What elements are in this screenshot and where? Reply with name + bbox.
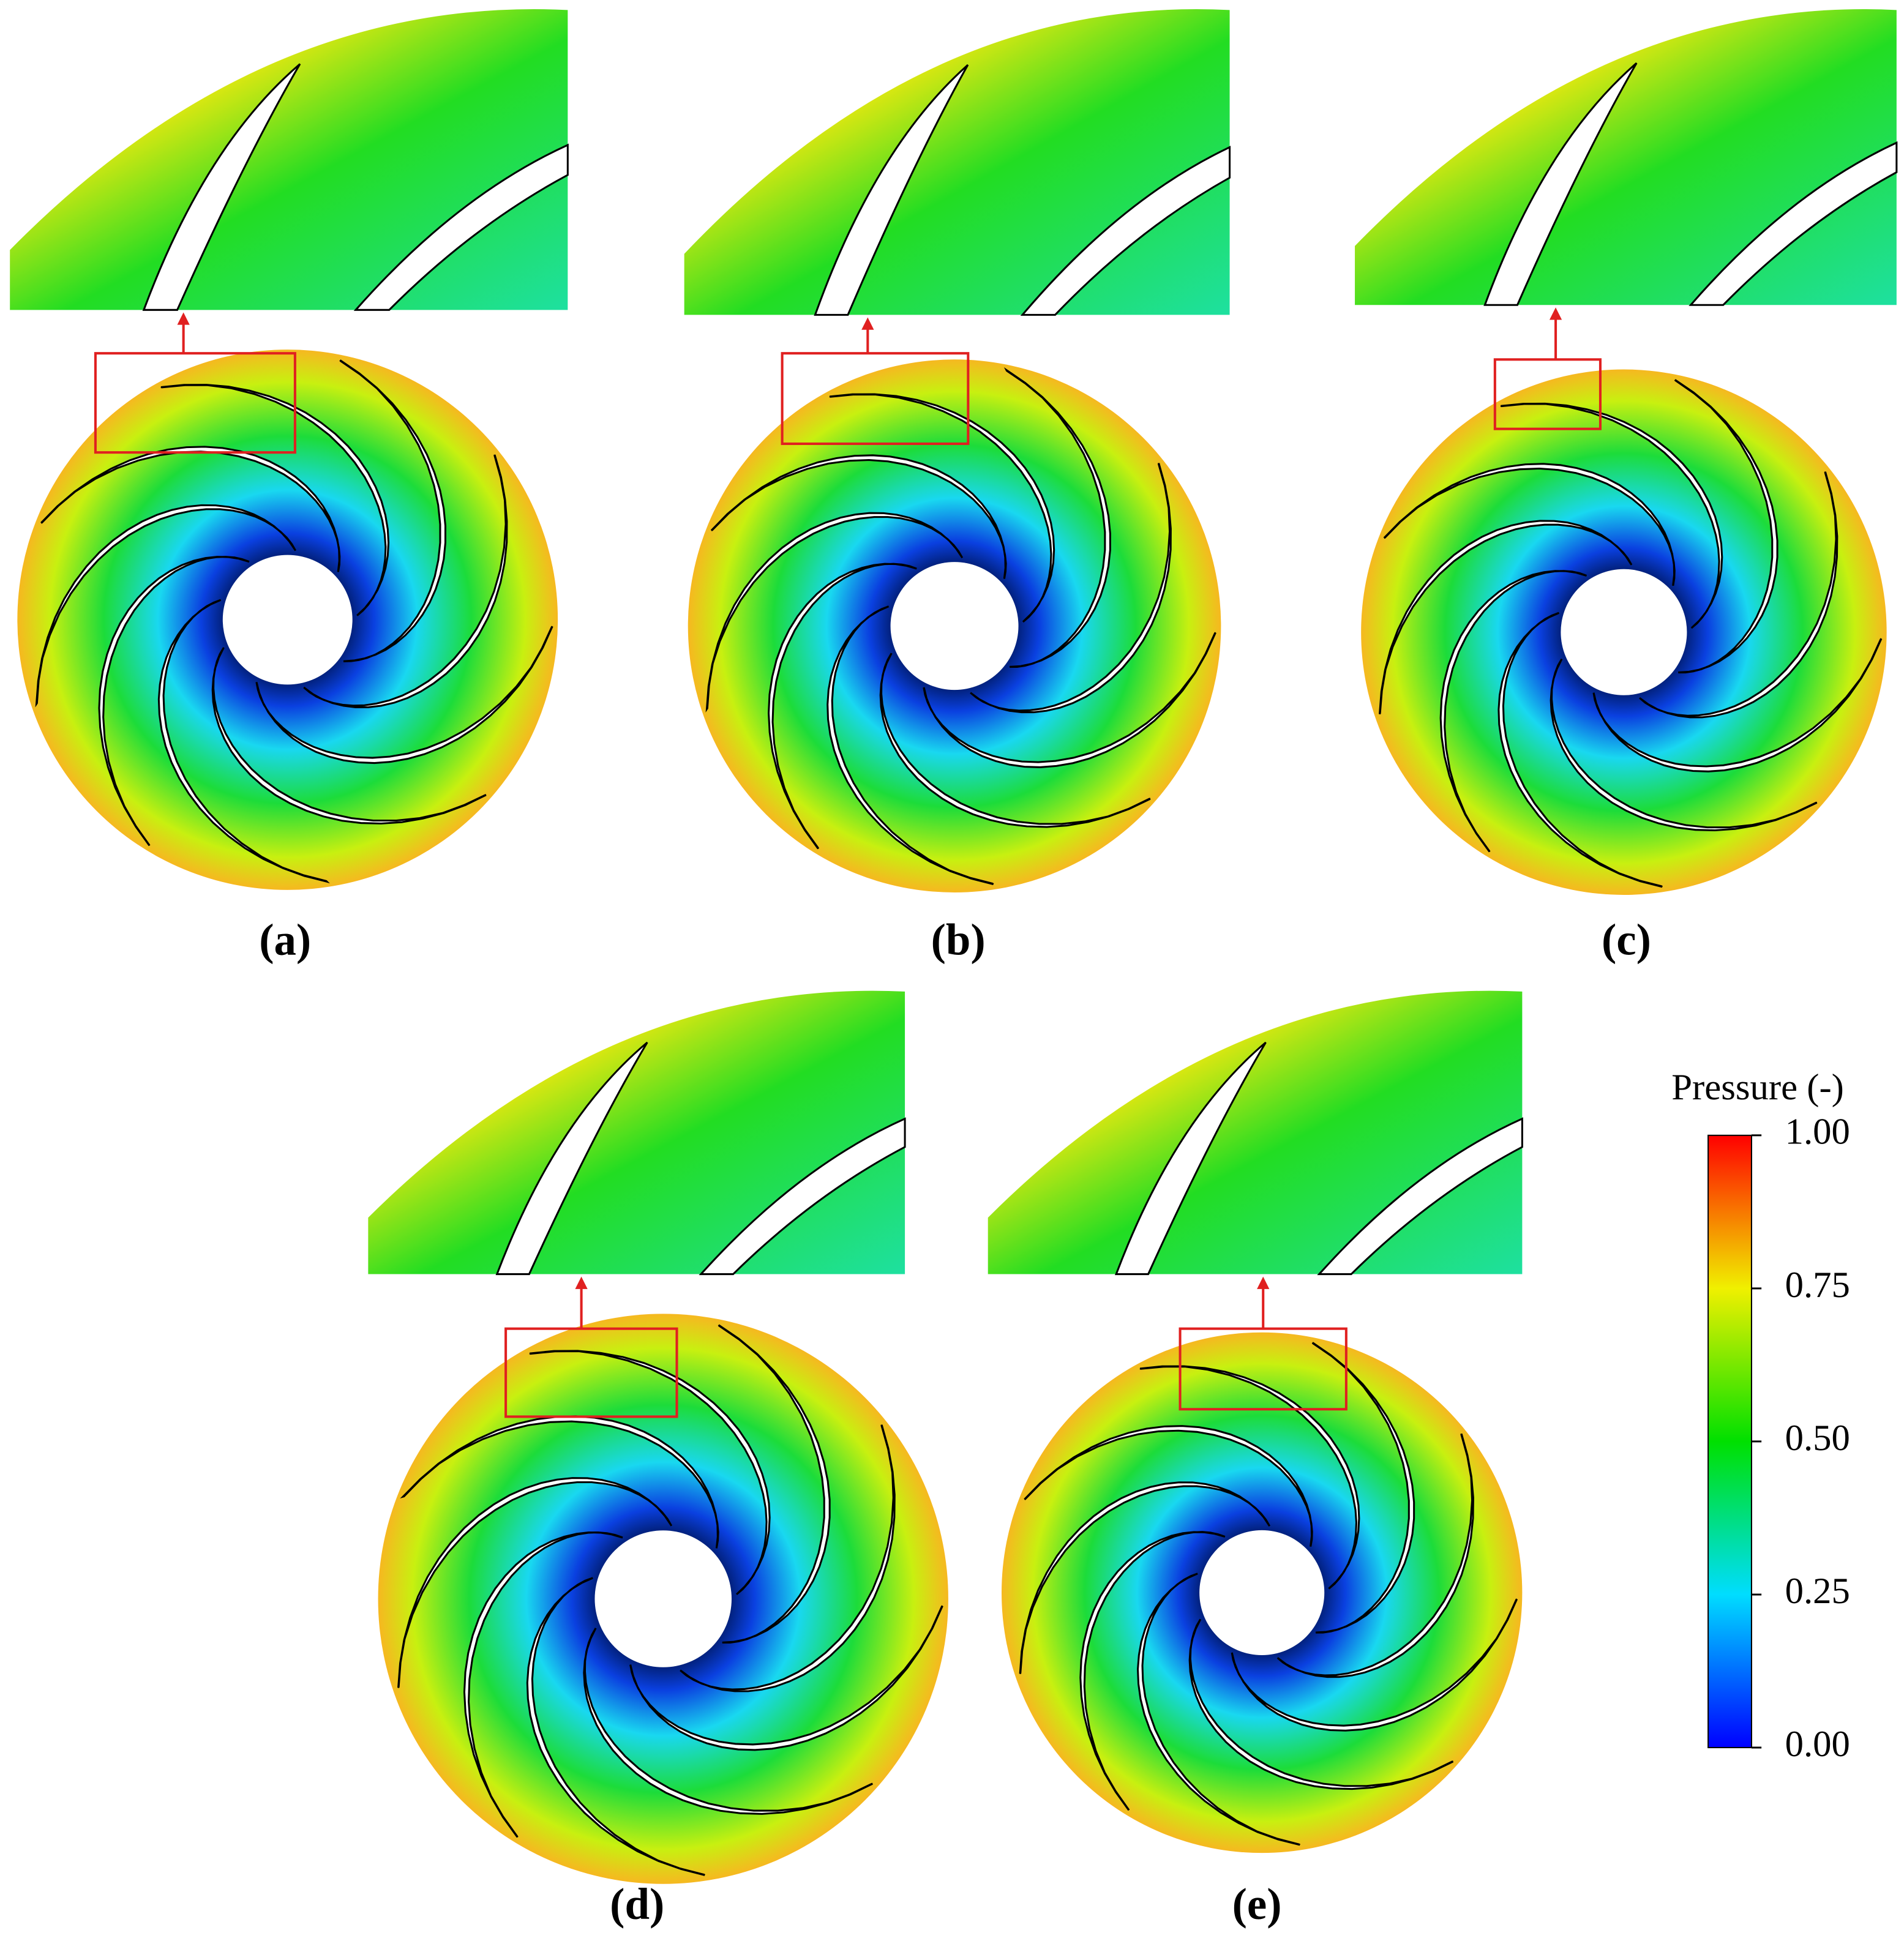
zoom-blade [495,1041,648,1276]
zoom-blade [814,64,969,316]
zoom-blade [353,143,569,311]
colorbar-tick-label: 1.00 [1785,1112,1850,1153]
blade [1674,379,1778,674]
blade [680,1424,896,1692]
colorbar-tick-label: 0.00 [1785,1724,1850,1765]
blade [583,1628,873,1815]
zoom-inset [10,9,568,310]
blade [1024,1425,1313,1547]
zoom-inset [368,990,905,1274]
blade [1497,611,1663,888]
hub [594,1530,732,1667]
zoom-arrowhead [861,317,874,330]
blade [463,1531,623,1838]
blade [923,632,1216,768]
zoom-box [504,1327,678,1418]
blade [1639,471,1838,719]
zoom-blade [1317,1117,1523,1276]
blade [1379,520,1633,715]
blade [826,605,994,886]
colorbar-title: Pressure (-) [1671,1067,1844,1108]
blade [1079,1531,1226,1811]
zoom-inset [988,990,1523,1274]
panel-label: (d) [610,1879,664,1929]
blade [1139,1365,1360,1590]
zoom-arrowhead [1257,1276,1270,1289]
blade [1311,1342,1415,1634]
blade [1019,1481,1271,1675]
blade [526,1577,705,1876]
zoom-blade [1483,62,1638,306]
zoom-arrowhead [1549,307,1562,320]
blade [400,1415,719,1549]
blade [211,647,487,825]
zoom-box [94,352,296,454]
blade [1592,638,1883,772]
blade [829,393,1055,623]
hub [222,555,353,685]
blade [35,504,297,708]
blade [397,1477,673,1688]
blade [160,384,390,616]
blade [40,446,341,572]
zoom-blade [142,63,301,311]
zoom-inset [684,9,1230,315]
blade [1500,402,1723,629]
blade [879,653,1151,828]
blade [1136,1573,1300,1846]
blade [255,626,553,765]
blade [970,463,1172,714]
blade [705,512,964,712]
panel-label: (e) [1232,1879,1282,1929]
blade [1276,1433,1474,1678]
blade [339,359,447,662]
blade [529,1350,771,1595]
zoom-blade [1020,146,1231,316]
blade [1231,1598,1518,1732]
zoom-arrowhead [177,312,190,325]
zoom-inset [1355,9,1897,305]
panel-label: (b) [931,915,986,965]
hub [1561,569,1687,695]
zoom-box [781,352,970,446]
zoom-arrowhead [575,1276,588,1289]
blade [1188,1618,1454,1790]
blade [629,1605,943,1751]
zoom-box [1493,358,1602,430]
blade [98,556,250,847]
blade [1439,570,1587,853]
blade [303,454,508,708]
colorbar-tick-label: 0.75 [1785,1265,1850,1306]
colorbar-tick-label: 0.25 [1785,1571,1850,1612]
panel-label: (c) [1602,915,1651,965]
blade [1003,367,1111,668]
blade [1550,658,1818,832]
hub [1199,1530,1325,1655]
zoom-blade [699,1117,906,1276]
blade [710,454,1007,579]
hub [890,562,1019,690]
blade [1383,463,1676,586]
blade [718,1324,831,1644]
blade [768,563,917,850]
zoom-blade [1688,141,1898,306]
zoom-blade [1114,1041,1267,1276]
colorbar [1707,1134,1752,1749]
blade [157,599,330,884]
colorbar-tick-label: 0.50 [1785,1418,1850,1459]
panel-label: (a) [259,915,311,965]
